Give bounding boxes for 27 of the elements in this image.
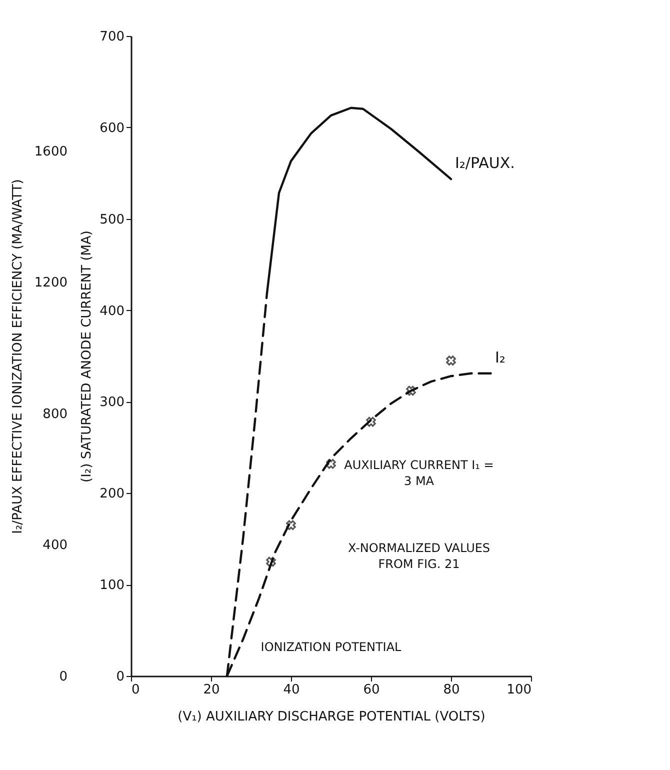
- x-tick-label: 100: [506, 682, 532, 698]
- y-tick-label: 300: [100, 395, 124, 410]
- y-tick-label: 100: [100, 578, 124, 594]
- series-label: I₂/PAUX.: [455, 154, 515, 172]
- y-tick-label: 0: [116, 670, 124, 684]
- annotation: X-NORMALIZED VALUES FROM FIG. 21: [348, 541, 490, 571]
- y-tick-label: 600: [100, 120, 124, 136]
- x-tick-label: 20: [203, 682, 220, 698]
- y2-tick-label: 0: [59, 670, 68, 684]
- y-axis-title: (I₂) SATURATED ANODE CURRENT (MA): [80, 230, 95, 482]
- series-label: I₂: [495, 348, 506, 366]
- x-tick-label: 60: [363, 682, 380, 698]
- y-tick-label: 500: [100, 212, 124, 228]
- x-tick-label: 80: [443, 682, 460, 698]
- y2-axis-title: I₂/PAUX EFFECTIVE IONIZATION EFFICIENCY (MA/WATT): [10, 179, 26, 534]
- x-tick-label: 0: [132, 682, 140, 698]
- x-tick-label: 40: [283, 682, 300, 698]
- y-tick-label: 200: [100, 486, 124, 502]
- annotation: AUXILIARY CURRENT I₁ = 3 MA: [344, 458, 494, 488]
- y-tick-label: 400: [100, 304, 124, 319]
- y2-tick-label: 1600: [34, 144, 68, 160]
- annotation: IONIZATION POTENTIAL: [260, 640, 402, 654]
- y-tick-label: 700: [100, 30, 124, 44]
- y2-tick-label: 400: [42, 538, 68, 554]
- y2-tick-label: 1200: [34, 276, 68, 291]
- y2-tick-label: 800: [42, 406, 68, 422]
- x-axis-title: (V₁) AUXILIARY DISCHARGE POTENTIAL (VOLTS): [178, 710, 486, 724]
